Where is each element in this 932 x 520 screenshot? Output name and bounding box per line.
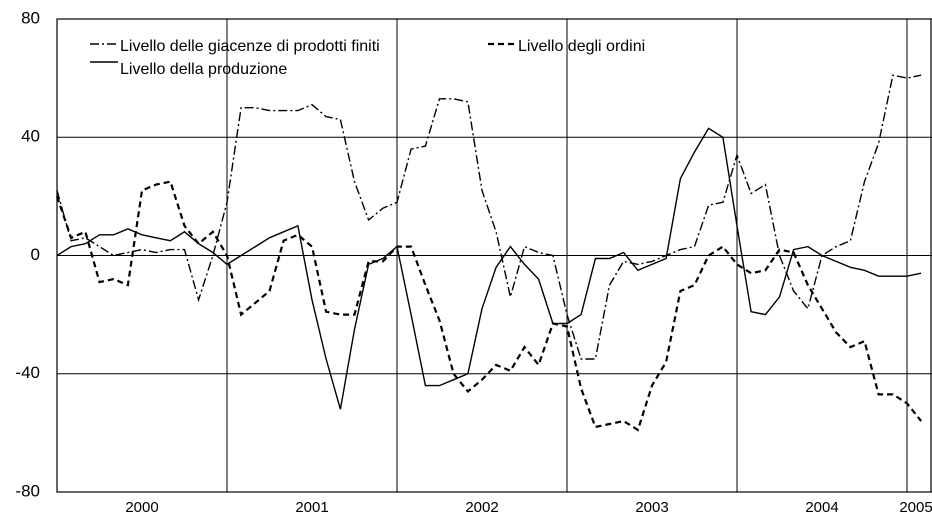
legend-label: Livello delle giacenze di prodotti finit…	[120, 38, 380, 55]
series-line	[56, 127, 922, 410]
series-line	[55, 180, 922, 432]
legend-label: Livello della produzione	[120, 61, 287, 78]
x-tick-label: 2002	[465, 499, 498, 516]
x-tick-label: 2001	[295, 499, 328, 516]
y-tick-label: -80	[15, 481, 40, 500]
legend-label: Livello degli ordini	[518, 38, 645, 55]
x-tick-label: 2005	[899, 499, 932, 516]
x-tick-label: 2000	[125, 499, 158, 516]
y-tick-label: 80	[21, 8, 40, 27]
y-tick-label: 40	[21, 127, 40, 146]
x-tick-label: 2003	[635, 499, 668, 516]
y-tick-label: -40	[15, 363, 40, 382]
series-line	[56, 74, 922, 360]
y-tick-label: 0	[31, 245, 40, 264]
x-tick-label: 2004	[805, 499, 838, 516]
